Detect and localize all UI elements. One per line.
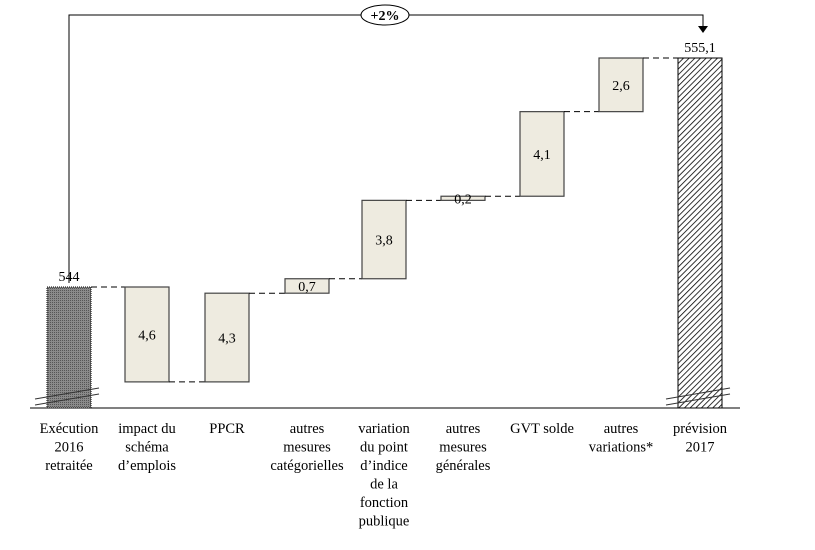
step-bar (204, 292, 250, 383)
step-value-label: 0,2 (454, 192, 472, 207)
category-label: Exécution (40, 421, 100, 437)
step-bar (124, 286, 170, 383)
category-label: d’emplois (118, 458, 176, 474)
growth-annotation-label: +2% (371, 9, 400, 24)
step-bar (361, 199, 407, 280)
category-label: variations* (589, 440, 653, 456)
category-label: 2017 (686, 440, 715, 456)
axis-break-mark (34, 393, 100, 406)
growth-annotation: +2% (68, 4, 708, 283)
category-label: 2016 (55, 440, 84, 456)
category-label: autres (290, 421, 325, 437)
category-label: publique (359, 514, 410, 530)
category-label: autres (604, 421, 639, 437)
step-value-label: 3,8 (375, 234, 393, 249)
category-label: prévision (673, 421, 728, 437)
axis-break-mark (34, 387, 100, 400)
category-label: mesures (283, 440, 331, 456)
end-bar (677, 57, 723, 409)
category-label: retraitée (45, 458, 93, 474)
category-label: d’indice (360, 458, 408, 474)
category-label: GVT solde (510, 421, 574, 437)
category-label: schéma (125, 440, 169, 456)
end-value-label: 555,1 (684, 41, 716, 56)
category-label: variation (358, 421, 410, 437)
category-label: du point (360, 440, 408, 456)
category-label: autres (446, 421, 481, 437)
step-value-label: 0,7 (298, 280, 316, 295)
category-label: mesures (439, 440, 487, 456)
step-value-label: 4,3 (218, 332, 236, 347)
step-value-label: 4,1 (533, 148, 551, 163)
step-bar (519, 111, 565, 197)
category-label: catégorielles (270, 458, 344, 474)
step-value-label: 4,6 (138, 328, 156, 343)
axis-break-mark (665, 387, 731, 400)
category-label: générales (436, 458, 491, 474)
category-label: impact du (118, 421, 176, 437)
category-label: fonction (360, 495, 409, 511)
category-label: de la (370, 477, 398, 493)
start-bar (46, 286, 92, 409)
step-bar (440, 195, 486, 201)
step-bar (598, 57, 644, 113)
category-label: PPCR (209, 421, 245, 437)
axis-break-mark (665, 393, 731, 406)
step-value-label: 2,6 (612, 79, 630, 94)
step-bar (284, 278, 330, 294)
